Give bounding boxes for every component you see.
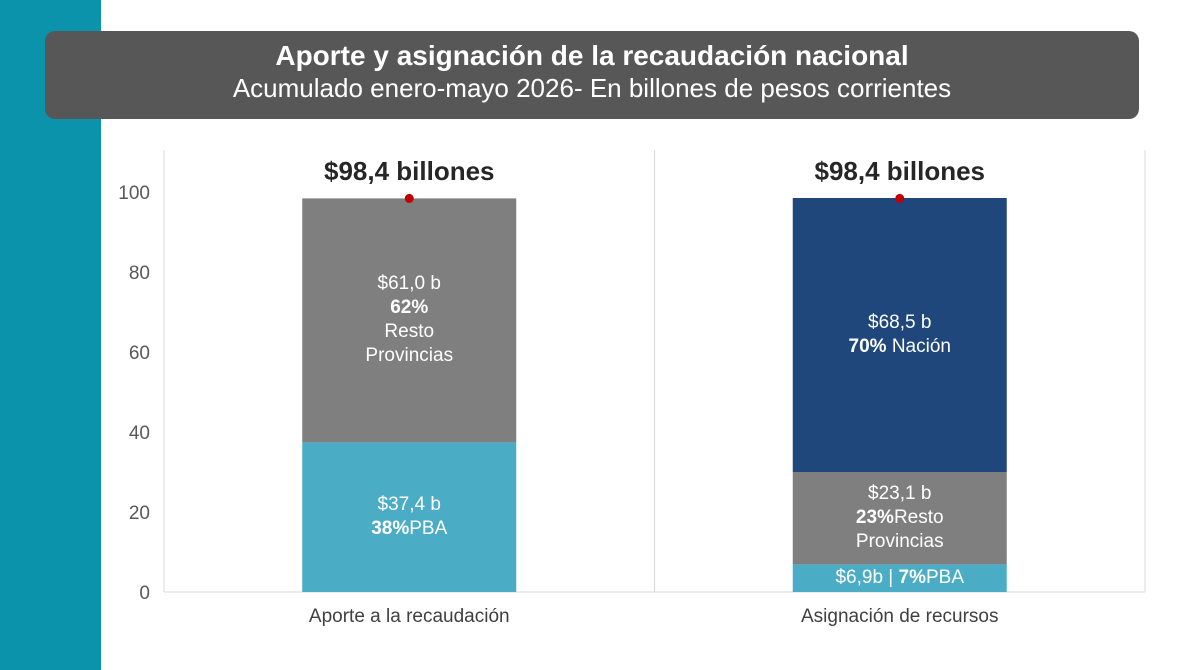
data-label-nacion: $68,5 b 70% Nación	[848, 312, 951, 357]
bar-segment-nacion	[792, 198, 1007, 472]
total-label: $98,4 billones	[814, 156, 986, 187]
chart-subtitle: Acumulado enero-mayo 2026- En billones d…	[232, 73, 952, 103]
total-label: $98,4 billones	[323, 156, 495, 187]
bar-segment-pba	[302, 442, 517, 592]
x-category-label: Asignación de recursos	[801, 606, 999, 627]
chart-header: Aporte y asignación de la recaudación na…	[45, 31, 1139, 119]
x-category-label: Aporte a la recaudación	[308, 606, 510, 627]
data-label-pba: $37,4 b 38%PBA	[371, 494, 448, 540]
y-tick-label: 20	[129, 503, 150, 524]
chart-title: Aporte y asignación de la recaudación na…	[275, 40, 909, 71]
y-tick-label: 40	[129, 423, 150, 444]
y-tick-label: 60	[129, 343, 150, 364]
bar-segment-resto-provincias	[302, 198, 517, 443]
data-label-resto-provincias: $61,0 b 62% Resto Provincias	[365, 273, 454, 367]
y-tick-label: 80	[129, 263, 150, 284]
total-marker	[895, 193, 905, 203]
total-marker	[404, 193, 414, 203]
y-tick-label: 0	[139, 583, 150, 604]
y-tick-label: 100	[118, 183, 150, 204]
bar-segment-pba	[792, 564, 1007, 592]
bar-segment-resto-provincias	[792, 472, 1007, 565]
data-label-resto-provincias: $23,1 b 23%Resto Provincias	[855, 483, 944, 553]
data-label-pba: $6,9b | 7%PBA	[835, 567, 965, 589]
